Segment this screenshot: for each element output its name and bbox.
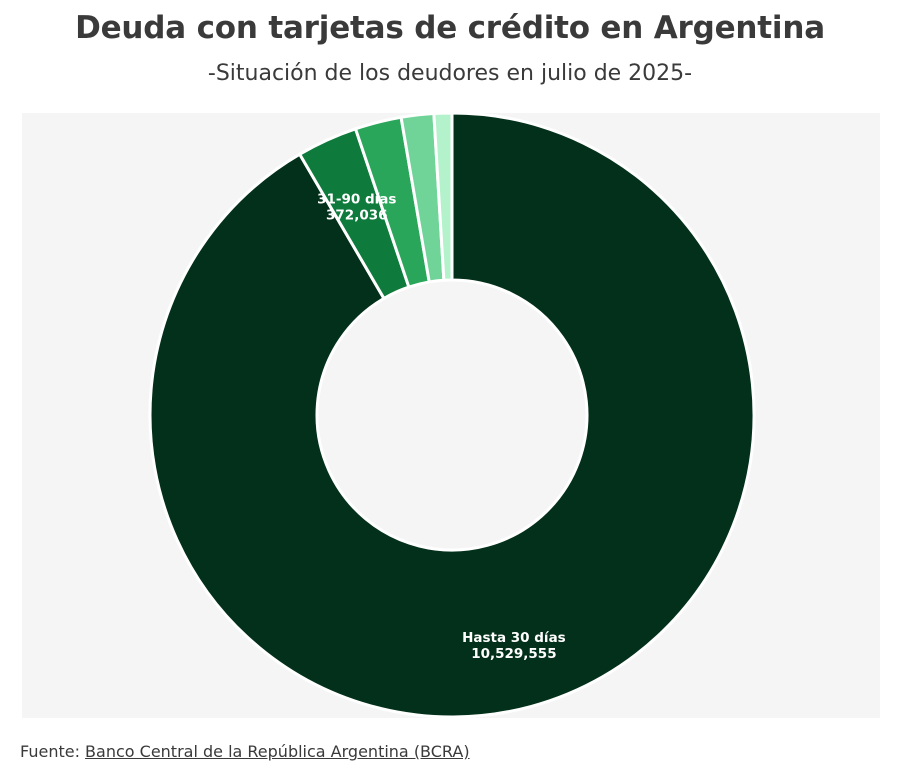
- plot-area: Hasta 30 días 10,529,555 31-90 días 372,036: [22, 113, 880, 718]
- donut-slice-5: [432, 113, 454, 282]
- slice-label-value: 10,529,555: [471, 646, 556, 662]
- source-note: Fuente: Banco Central de la República Ar…: [20, 742, 470, 761]
- donut-slice-1: [148, 113, 756, 718]
- source-link[interactable]: Banco Central de la República Argentina …: [85, 742, 470, 761]
- slice-label-value: 372,036: [326, 208, 388, 224]
- chart-subtitle: -Situación de los deudores en julio de 2…: [207, 61, 693, 86]
- chart-title: Deuda con tarjetas de crédito en Argenti…: [75, 10, 825, 46]
- slice-label-name: 31-90 días: [317, 192, 396, 208]
- slice-label-name: Hasta 30 días: [462, 630, 566, 646]
- source-prefix: Fuente:: [20, 742, 86, 761]
